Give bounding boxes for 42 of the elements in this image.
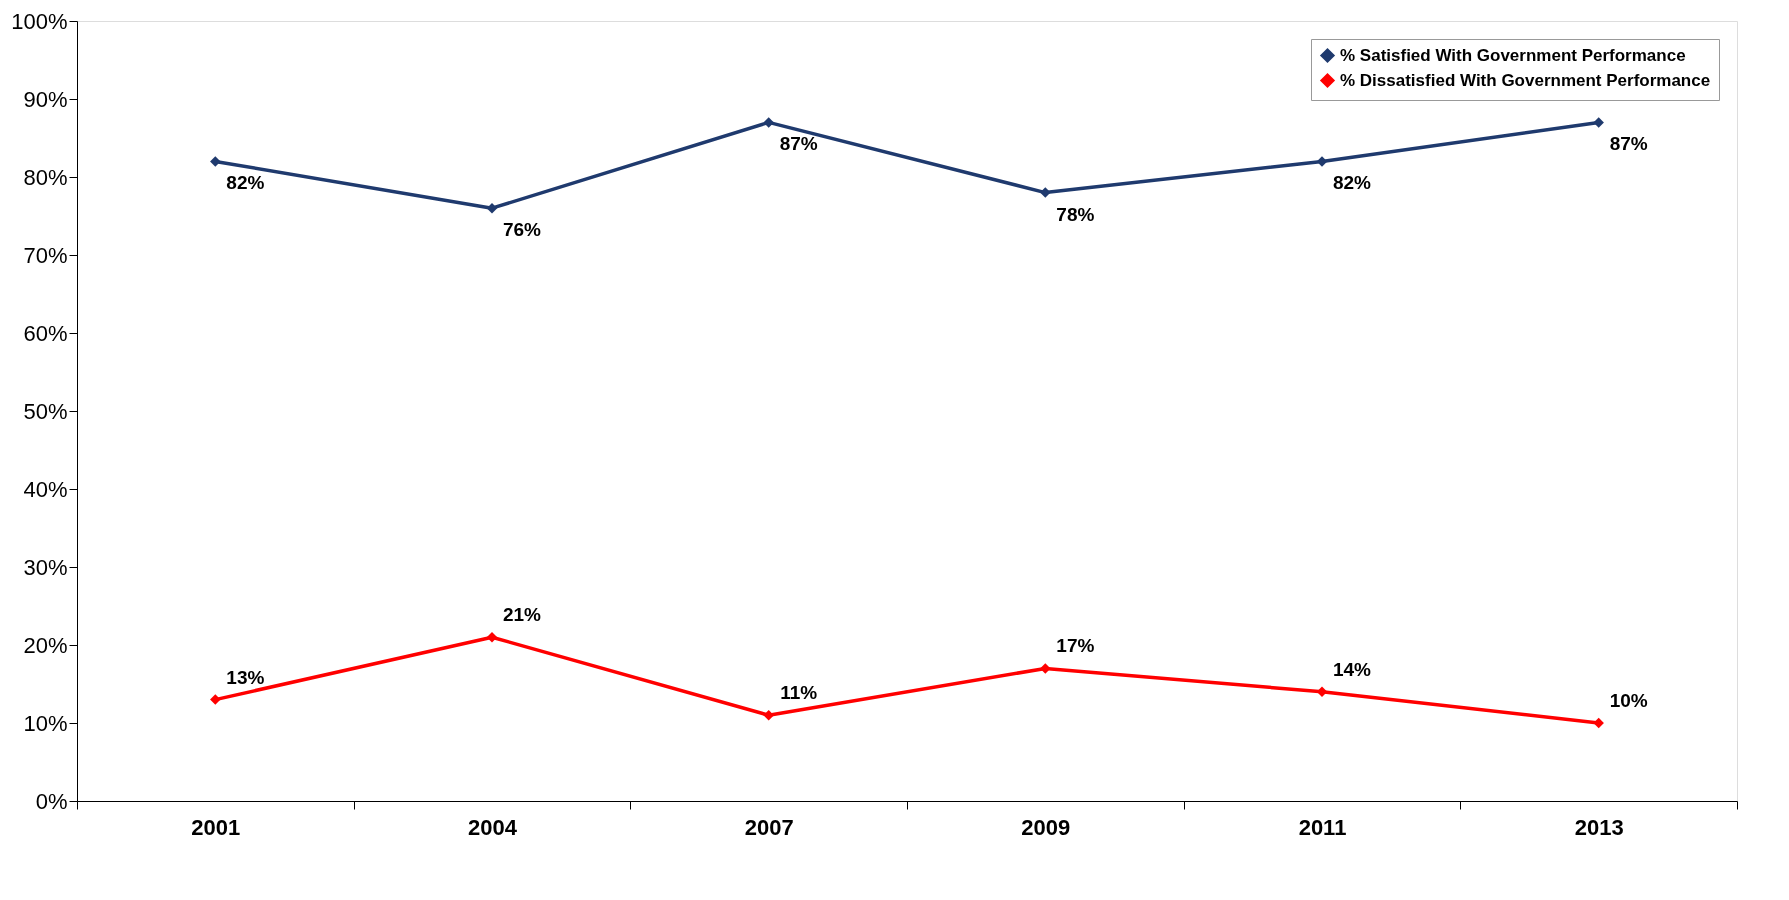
data-label: 17%: [1056, 635, 1095, 657]
x-tick-label: 2009: [1021, 814, 1071, 840]
data-label: 82%: [1332, 172, 1372, 194]
y-tick-label: 90%: [23, 86, 68, 112]
data-label: 14%: [1332, 658, 1372, 680]
y-tick-label: 0%: [35, 788, 68, 814]
y-tick-label: 50%: [23, 398, 68, 424]
point: [1040, 187, 1051, 198]
y-tick-label: 60%: [23, 320, 68, 346]
data-label: 87%: [779, 133, 818, 155]
point: [486, 631, 498, 643]
point: [1593, 117, 1604, 128]
data-label: 82%: [226, 172, 265, 194]
legend-label: % Satisfied With Government Performance: [1340, 45, 1686, 65]
data-label: 13%: [226, 666, 265, 688]
y-tick-label: 100%: [11, 8, 68, 34]
point: [486, 202, 498, 214]
legend-label: % Dissatisfied With Government Performance: [1340, 70, 1711, 90]
point: [1040, 663, 1051, 674]
data-label: 11%: [780, 682, 818, 704]
point: [763, 117, 774, 128]
data-label: 78%: [1056, 203, 1095, 225]
x-tick-label: 2001: [191, 814, 241, 840]
point: [1316, 156, 1328, 167]
data-label: 76%: [502, 219, 542, 241]
data-label: 87%: [1609, 133, 1648, 155]
x-tick-label: 2004: [468, 814, 518, 840]
x-tick-label: 2011: [1298, 814, 1347, 840]
data-label: 21%: [502, 604, 542, 626]
data-label: 10%: [1609, 690, 1648, 711]
y-tick-label: 80%: [23, 164, 68, 190]
y-tick-label: 70%: [23, 242, 68, 268]
point: [210, 156, 221, 167]
y-tick-label: 30%: [23, 554, 68, 580]
x-tick-label: 2013: [1574, 814, 1624, 840]
y-tick-label: 20%: [23, 632, 68, 658]
point: [1593, 717, 1604, 729]
point: [763, 709, 774, 721]
x-tick-label: 2007: [744, 814, 794, 840]
y-tick-label: 10%: [23, 710, 68, 736]
y-tick-label: 40%: [23, 476, 68, 502]
point: [210, 694, 221, 705]
